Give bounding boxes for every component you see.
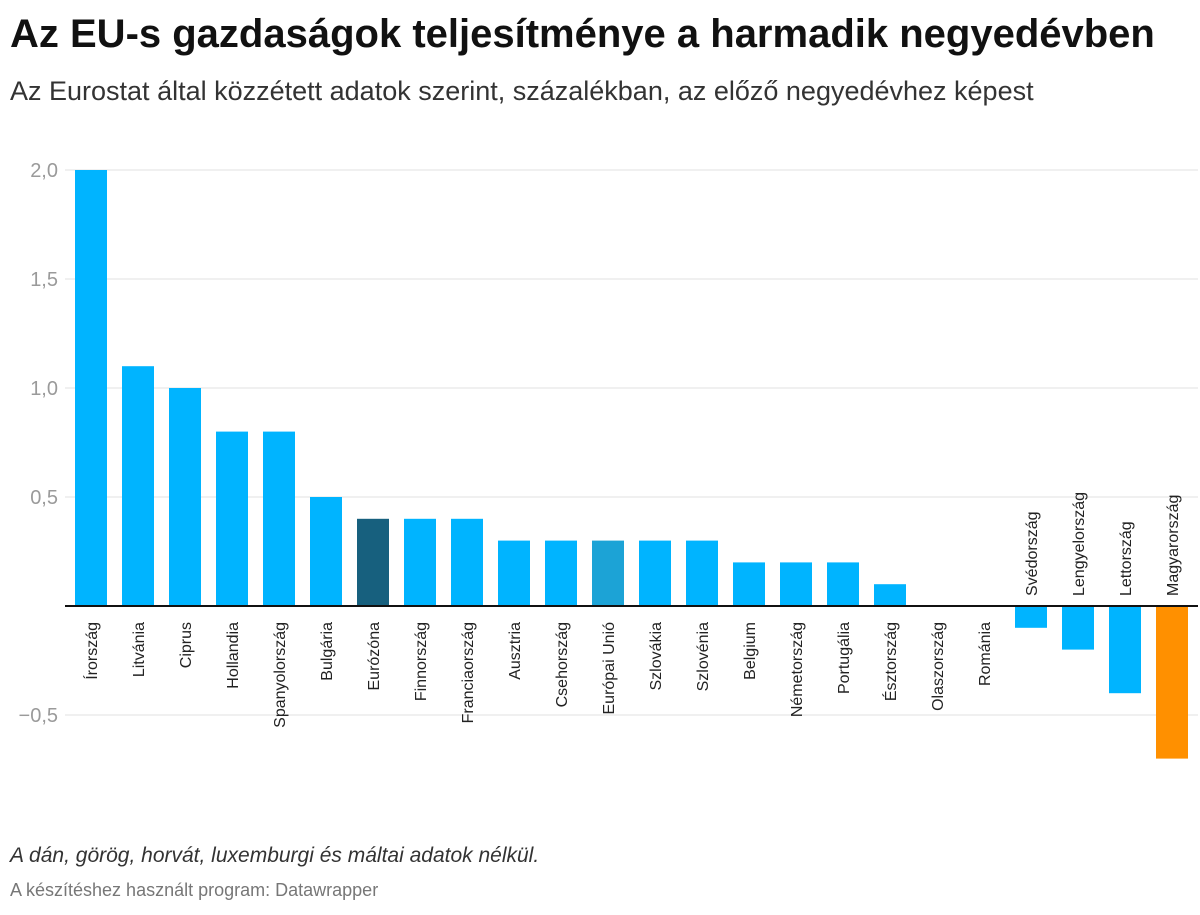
category-label: Lettország <box>1118 521 1135 596</box>
bar-7 <box>357 518 389 606</box>
y-tick-label: 2,0 <box>30 160 58 182</box>
bar-5 <box>263 431 295 606</box>
bar-13 <box>639 540 671 606</box>
category-label: Svédország <box>1024 512 1041 597</box>
category-label: Finnország <box>413 622 430 701</box>
bar-chart: 2,0 1,5 1,0 0,5 −0,5 Írország Litvánia Ciprus H… <box>19 160 1198 759</box>
bar-18 <box>874 584 906 606</box>
bar-9 <box>451 518 483 606</box>
category-label: Bulgária <box>319 622 336 681</box>
bar-8 <box>404 518 436 606</box>
bar-6 <box>310 497 342 606</box>
category-label: Lengyelország <box>1071 492 1088 596</box>
category-label: Eurózóna <box>366 622 383 691</box>
category-label: Olaszország <box>930 622 947 711</box>
category-label: Hollandia <box>225 622 242 689</box>
bar-1 <box>75 170 107 606</box>
gridlines: 2,0 1,5 1,0 0,5 −0,5 <box>19 160 1198 727</box>
bar-4 <box>216 431 248 606</box>
bar-16 <box>780 562 812 606</box>
y-tick-label: 0,5 <box>30 487 58 509</box>
bar-12 <box>592 540 624 606</box>
bar-14 <box>686 540 718 606</box>
credit-line: A készítéshez használt program: Datawrap… <box>10 880 379 900</box>
category-label: Litvánia <box>131 622 148 677</box>
category-label: Észtország <box>881 622 900 701</box>
bar-3 <box>169 388 201 606</box>
bar-24 <box>1156 606 1188 759</box>
y-tick-label: −0,5 <box>19 705 58 727</box>
category-label: Spanyolország <box>272 622 289 728</box>
category-labels: Írország Litvánia Ciprus Hollandia Spanyolor… <box>82 492 1182 728</box>
footnote: A dán, görög, horvát, luxemburgi és mált… <box>10 844 540 867</box>
bar-22 <box>1062 606 1094 650</box>
y-tick-label: 1,0 <box>30 378 58 400</box>
bar-11 <box>545 540 577 606</box>
category-label: Németország <box>789 622 806 717</box>
bar-15 <box>733 562 765 606</box>
bar-17 <box>827 562 859 606</box>
chart-subtitle: Az Eurostat által közzétett adatok szeri… <box>10 76 1034 106</box>
category-label: Csehország <box>554 622 571 707</box>
chart-title: Az EU-s gazdaságok teljesítménye a harma… <box>10 12 1155 56</box>
category-label: Románia <box>977 622 994 686</box>
bar-2 <box>122 366 154 606</box>
category-label: Ciprus <box>178 622 195 668</box>
category-label: Írország <box>82 622 101 680</box>
bar-21 <box>1015 606 1047 628</box>
category-label: Portugália <box>836 622 853 694</box>
category-label: Belgium <box>742 622 759 680</box>
category-label: Ausztria <box>507 622 524 680</box>
category-label: Magyarország <box>1165 495 1182 596</box>
y-tick-label: 1,5 <box>30 269 58 291</box>
bar-23 <box>1109 606 1141 694</box>
category-label: Európai Unió <box>601 622 618 715</box>
category-label: Franciaország <box>460 622 477 723</box>
bars <box>75 170 1188 759</box>
category-label: Szlovákia <box>648 622 665 691</box>
category-label: Szlovénia <box>695 622 712 691</box>
bar-10 <box>498 540 530 606</box>
